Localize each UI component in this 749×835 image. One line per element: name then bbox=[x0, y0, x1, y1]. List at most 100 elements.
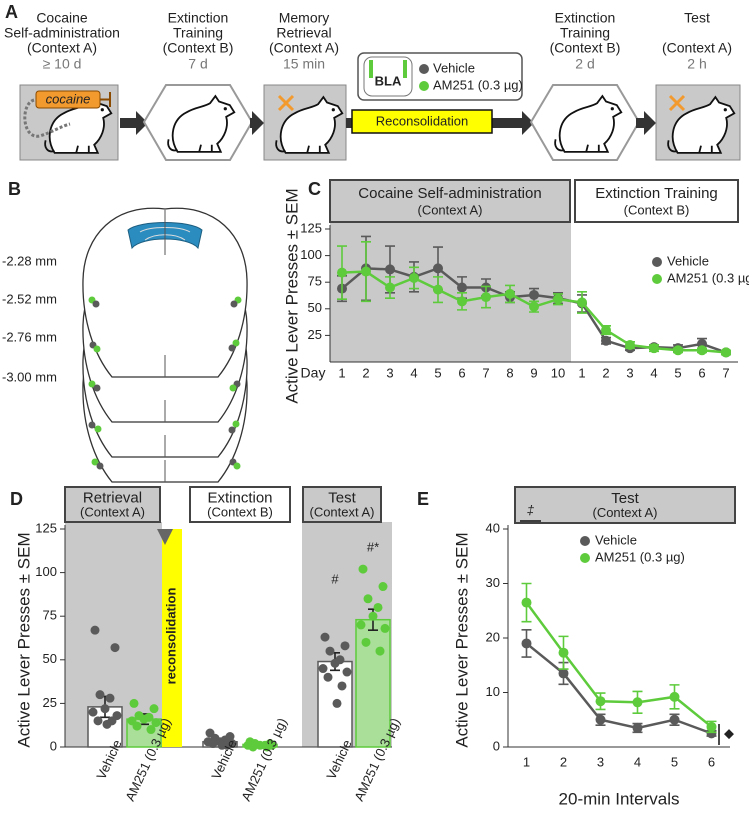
subject-point bbox=[88, 707, 98, 717]
phase-title: Retrieval bbox=[83, 490, 142, 507]
data-point bbox=[553, 294, 563, 305]
subject-point bbox=[146, 725, 156, 735]
phase-title: Test bbox=[611, 490, 639, 507]
subject-point bbox=[330, 658, 340, 668]
data-point bbox=[721, 347, 731, 358]
data-point bbox=[521, 597, 532, 608]
x-tick-label: 1 bbox=[338, 365, 345, 380]
x-tick-label: 6 bbox=[708, 754, 715, 769]
subject-point bbox=[149, 704, 159, 714]
placement-dot bbox=[228, 426, 236, 434]
y-tick-label: 100 bbox=[35, 564, 57, 579]
subject-point bbox=[255, 740, 265, 750]
stage-title: Training bbox=[560, 25, 610, 41]
series-line bbox=[525, 642, 712, 735]
data-point bbox=[457, 282, 467, 293]
data-point bbox=[601, 335, 611, 346]
phase-header bbox=[64, 486, 161, 523]
legend-dot bbox=[419, 81, 429, 91]
subject-point bbox=[323, 672, 333, 682]
stage-title: Training bbox=[173, 25, 223, 41]
x-tick-label: 1 bbox=[523, 754, 530, 769]
x-tick-label: 4 bbox=[650, 365, 657, 380]
x-tick-label: 10 bbox=[551, 365, 565, 380]
data-point bbox=[505, 288, 515, 299]
data-point bbox=[601, 325, 611, 336]
data-point bbox=[595, 696, 606, 707]
subject-point bbox=[151, 718, 161, 728]
subject-point bbox=[325, 646, 335, 656]
y-tick-label: 100 bbox=[300, 247, 322, 262]
subject-point bbox=[318, 664, 328, 674]
subject-point bbox=[373, 602, 383, 612]
subject-point bbox=[102, 719, 112, 729]
x-tick-label: 7 bbox=[722, 365, 729, 380]
phase-box bbox=[351, 109, 493, 134]
annotation: #* bbox=[367, 539, 379, 554]
legend-marker bbox=[652, 274, 662, 284]
subject-point bbox=[262, 742, 272, 752]
y-tick-label: 30 bbox=[486, 575, 500, 590]
x-tick-label: 6 bbox=[698, 365, 705, 380]
subject-point bbox=[340, 641, 350, 651]
subject-point bbox=[100, 704, 110, 714]
placement-dot bbox=[91, 458, 99, 466]
stage-context: (Context B) bbox=[550, 40, 621, 56]
data-point bbox=[595, 714, 606, 725]
annotation: ‡ bbox=[527, 502, 535, 517]
data-point bbox=[481, 292, 491, 303]
subject-point bbox=[361, 637, 371, 647]
subject-point bbox=[368, 611, 378, 621]
phase-header bbox=[189, 486, 291, 523]
placement-dot bbox=[88, 380, 96, 388]
subject-point bbox=[320, 632, 330, 642]
flow-arrow bbox=[636, 111, 656, 135]
data-point bbox=[669, 691, 680, 702]
data-point bbox=[361, 266, 371, 277]
x-tick-label: 2 bbox=[602, 365, 609, 380]
phase-header bbox=[302, 486, 382, 523]
no-drug-mark bbox=[668, 94, 686, 112]
series-line bbox=[525, 601, 713, 728]
data-point bbox=[669, 714, 680, 725]
y-tick-label: 25 bbox=[308, 327, 322, 342]
subject-point bbox=[90, 625, 100, 635]
stage-context: (Context A) bbox=[269, 40, 339, 56]
panel-label: E bbox=[417, 489, 429, 509]
drug-label: cocaine bbox=[46, 91, 91, 106]
phase-header bbox=[329, 179, 571, 223]
placement-dot bbox=[96, 462, 104, 470]
x-tick-label: 3 bbox=[386, 365, 393, 380]
x-tick-label: 3 bbox=[626, 365, 633, 380]
phase-header bbox=[574, 179, 739, 223]
phase-subtitle: (Context B) bbox=[624, 203, 690, 218]
annotation: reconsolidation bbox=[163, 588, 178, 685]
x-tick-label: 4 bbox=[634, 754, 641, 769]
section-level: -2.76 mm bbox=[2, 329, 57, 344]
subject-point bbox=[363, 594, 373, 604]
subject-point bbox=[375, 646, 385, 656]
legend-marker bbox=[652, 257, 662, 267]
data-point bbox=[632, 697, 643, 708]
placement-dot bbox=[88, 421, 96, 429]
y-tick-label: 50 bbox=[43, 651, 57, 666]
x-tick-label: AM251 (0.3 µg) bbox=[238, 716, 290, 804]
stage-context: (Context A) bbox=[27, 40, 97, 56]
x-tick-label: 5 bbox=[434, 365, 441, 380]
y-tick-label: 25 bbox=[43, 695, 57, 710]
flow-arrow bbox=[250, 111, 264, 135]
data-point bbox=[673, 345, 683, 356]
placement-dot bbox=[93, 384, 101, 392]
stage-title: Cocaine bbox=[36, 10, 88, 26]
phase-subtitle: (Context A) bbox=[592, 505, 657, 520]
section-level: -2.28 mm bbox=[2, 253, 57, 268]
phase-title: Cocaine Self-administration bbox=[358, 185, 541, 202]
y-tick-label: 0 bbox=[493, 738, 500, 753]
data-point bbox=[529, 301, 539, 312]
subject-point bbox=[132, 721, 142, 731]
legend-label: AM251 (0.3 µg) bbox=[433, 77, 523, 92]
data-point bbox=[558, 668, 569, 679]
subject-point bbox=[217, 740, 227, 750]
